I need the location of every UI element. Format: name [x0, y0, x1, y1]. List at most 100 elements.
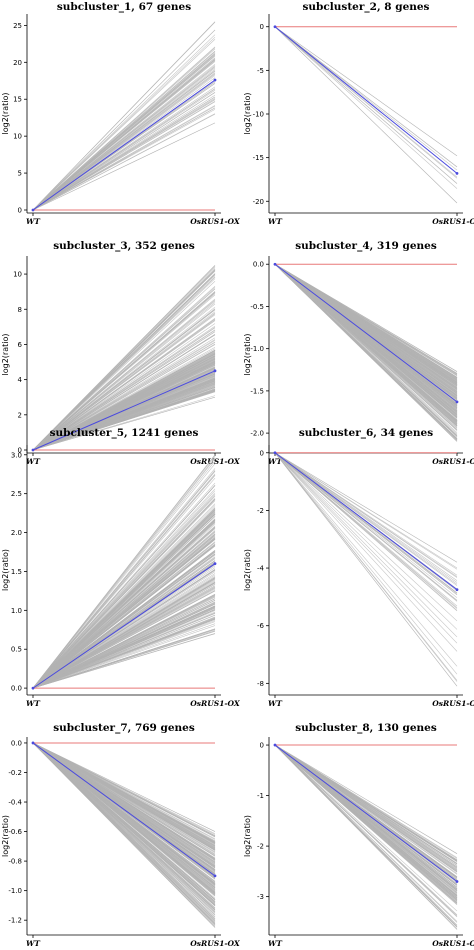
- mean-point: [213, 78, 217, 82]
- gene-line: [32, 363, 216, 451]
- gene-line: [274, 26, 458, 168]
- gene-line: [32, 490, 216, 689]
- gene-line: [32, 39, 216, 211]
- y-tick-label: -1.0: [8, 887, 22, 895]
- chart-panel-5: subcluster_5, 1241 genes 0.0 0.5 1.0 1.5 2.0 2…: [1, 427, 241, 708]
- gene-line: [32, 742, 216, 832]
- gene-line: [32, 99, 216, 211]
- gene-line: [32, 534, 216, 689]
- y-tick-label: 1.0: [11, 607, 22, 615]
- gene-line: [32, 742, 216, 871]
- chart-panel-7: subcluster_7, 769 genes 0.0 -0.2 -0.4 -0.6 -0…: [1, 722, 241, 948]
- mean-point: [455, 171, 459, 175]
- gene-line: [32, 742, 216, 919]
- gene-line: [32, 46, 216, 211]
- gene-line: [274, 452, 458, 586]
- gene-line: [274, 264, 458, 431]
- gene-line: [274, 744, 458, 854]
- y-tick-label: 3.0: [11, 451, 22, 459]
- gene-line: [32, 493, 216, 689]
- gene-line: [274, 452, 458, 687]
- gene-line: [32, 105, 216, 211]
- gene-line: [274, 452, 458, 607]
- mean-point: [31, 448, 35, 452]
- x-tick-label: WT: [268, 699, 283, 708]
- mean-point: [31, 208, 35, 212]
- gene-line: [32, 603, 216, 689]
- gene-line: [32, 337, 216, 451]
- gene-line: [32, 585, 216, 689]
- gene-line: [32, 291, 216, 451]
- mean-point: [273, 262, 277, 266]
- gene-line: [32, 498, 216, 689]
- gene-line: [274, 263, 458, 379]
- gene-line: [32, 742, 216, 854]
- gene-line: [32, 390, 216, 451]
- gene-line: [274, 263, 458, 388]
- y-tick-label: 2: [18, 411, 22, 419]
- mean-line: [274, 26, 458, 174]
- gene-line: [274, 263, 458, 416]
- y-tick-label: 2.5: [11, 490, 22, 498]
- chart-panel-6: subcluster_6, 34 genes 0 -2 -4 -6 -8 WT OsRUS1-…: [243, 427, 474, 708]
- gene-line: [274, 452, 458, 644]
- gene-line: [274, 452, 458, 682]
- gene-line: [32, 511, 216, 689]
- y-axis-label: log2(ratio): [1, 549, 10, 591]
- mean-line: [274, 744, 458, 882]
- mean-point: [455, 400, 459, 404]
- gene-line: [32, 582, 216, 689]
- gene-line: [32, 113, 216, 211]
- y-tick-label: -0.8: [8, 858, 22, 866]
- gene-line: [32, 346, 216, 451]
- gene-line: [274, 744, 458, 898]
- gene-line: [274, 452, 458, 675]
- y-tick-label: 0: [260, 449, 264, 457]
- gene-line: [32, 67, 216, 211]
- gene-line: [32, 554, 216, 689]
- gene-line: [32, 331, 216, 451]
- x-tick-label: WT: [268, 939, 283, 946]
- chart-title: subcluster_4, 319 genes: [295, 240, 437, 253]
- gene-line: [32, 527, 216, 689]
- mean-point: [213, 562, 217, 566]
- y-tick-label: -15: [253, 154, 264, 162]
- gene-line: [32, 88, 216, 211]
- gene-line: [32, 276, 216, 451]
- mean-point: [455, 588, 459, 592]
- mean-point: [31, 741, 35, 745]
- gene-line: [274, 263, 458, 394]
- gene-line: [32, 380, 216, 451]
- gene-line: [32, 29, 216, 211]
- gene-line: [32, 742, 216, 928]
- mean-line: [274, 263, 458, 403]
- gene-line: [32, 21, 216, 211]
- gene-line: [32, 633, 216, 689]
- y-tick-label: -4: [257, 565, 265, 573]
- mean-point: [273, 451, 277, 455]
- y-tick-label: 5: [18, 170, 22, 178]
- y-tick-label: -20: [253, 198, 264, 206]
- gene-line: [32, 334, 216, 451]
- gene-line: [32, 630, 216, 689]
- gene-line: [32, 343, 216, 451]
- mean-point: [213, 874, 217, 878]
- gene-line: [32, 265, 216, 451]
- gene-line: [32, 92, 216, 211]
- x-tick-label: WT: [26, 699, 41, 708]
- gene-line: [274, 452, 458, 570]
- y-tick-label: -3: [257, 893, 264, 901]
- gene-line: [32, 503, 216, 689]
- gene-line: [32, 285, 216, 451]
- gene-line: [274, 744, 458, 871]
- gene-line: [32, 312, 216, 451]
- gene-line: [32, 107, 216, 211]
- x-tick-label: WT: [268, 217, 283, 226]
- gene-line: [32, 588, 216, 689]
- gene-line: [32, 309, 216, 451]
- gene-line: [32, 608, 216, 689]
- gene-line: [274, 263, 458, 391]
- gene-line: [274, 744, 458, 875]
